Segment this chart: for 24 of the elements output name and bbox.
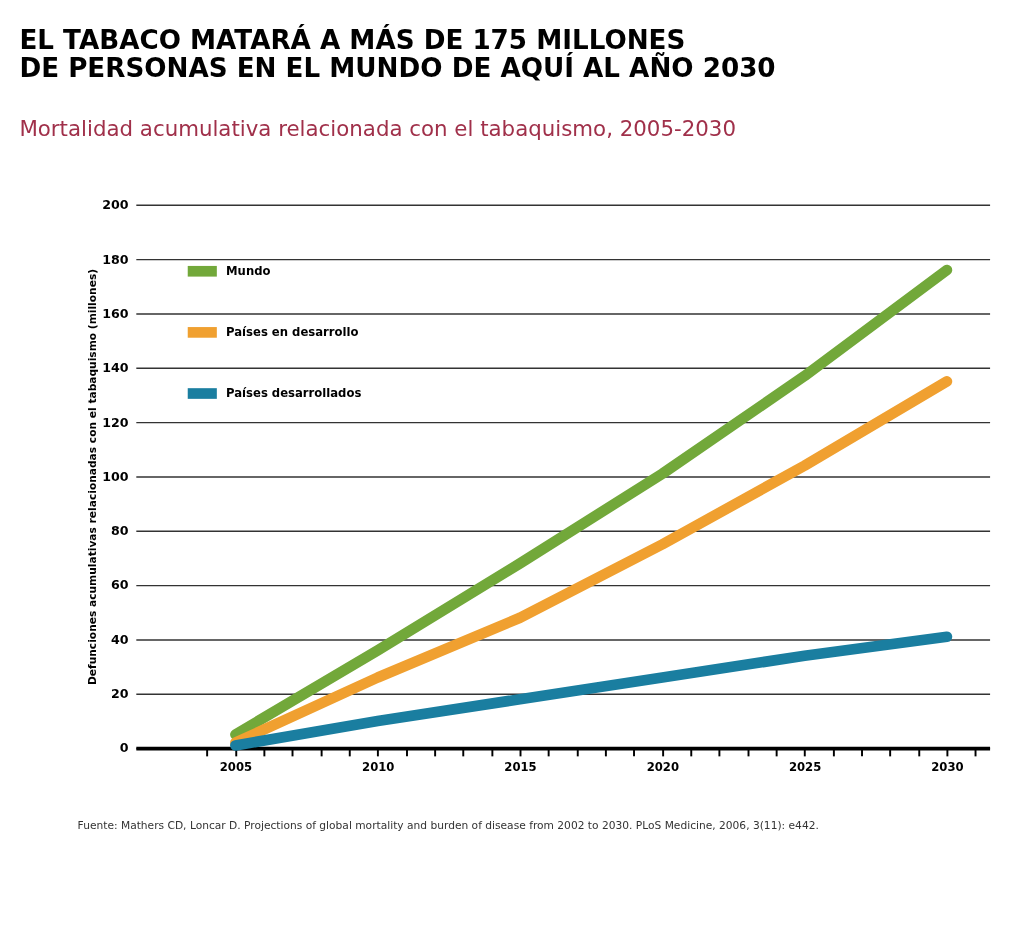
legend-label: Países en desarrollo (226, 325, 359, 340)
source-note: Fuente: Mathers CD, Loncar D. Projections of global mortality and burden of disease from 2002 to 2030. PLoS Medicine, 2006, 3(11): e442. (77, 818, 819, 832)
legend-label: Mundo (226, 264, 271, 279)
text: DE PERSONAS EN EL MUNDO DE AQUÍ AL AÑO 2030 (19, 52, 776, 83)
x-tick-label: 2010 (362, 759, 395, 774)
y-tick-label: 0 (119, 740, 129, 756)
y-tick-label: 140 (102, 360, 129, 376)
y-tick-label: 200 (102, 197, 129, 213)
x-tick-label: 2030 (931, 759, 964, 774)
y-tick-label: 80 (110, 523, 129, 539)
y-tick-label: 60 (110, 577, 129, 593)
y-tick-label: 20 (110, 686, 129, 702)
legend-label: Países desarrollados (226, 386, 362, 401)
y-tick-label: 40 (110, 631, 129, 647)
y-tick-label: 160 (102, 305, 129, 321)
y-tick-label: 120 (102, 414, 129, 430)
chart-subtitle: Mortalidad acumulativa relacionada con el tabaquismo, 2005-2030 (19, 115, 736, 141)
y-axis-title: Defunciones acumulativas relacionadas con el tabaquismo (millones) (86, 268, 100, 686)
x-tick-label: 2015 (504, 759, 537, 774)
x-tick-label: 2020 (646, 759, 679, 774)
x-tick-label: 2005 (219, 759, 253, 774)
y-tick-label: 100 (102, 468, 129, 484)
y-tick-label: 180 (102, 251, 129, 267)
x-tick-label: 2025 (788, 759, 822, 774)
